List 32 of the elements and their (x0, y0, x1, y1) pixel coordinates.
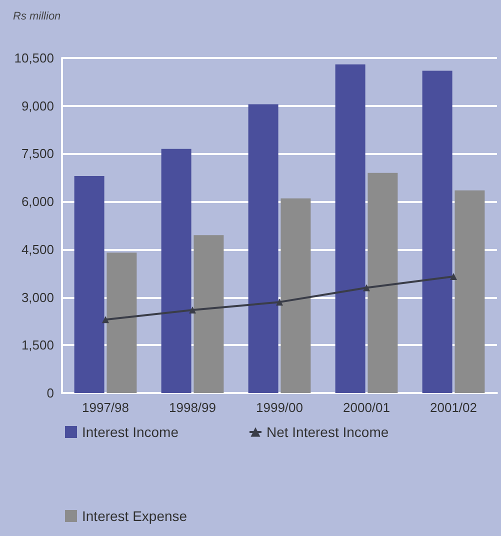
y-tick-label: 6,000 (21, 194, 54, 210)
bar (248, 104, 278, 393)
y-tick-label: 9,000 (21, 98, 54, 114)
point (276, 298, 283, 306)
point (363, 284, 370, 292)
x-tick-label: 2000/01 (343, 400, 390, 415)
bar (74, 176, 104, 393)
y-tick-label: 0 (46, 386, 54, 400)
y-axis-title: Rs million (13, 10, 61, 22)
y-tick-label: 7,500 (21, 146, 54, 162)
point (189, 306, 196, 314)
bar (280, 198, 311, 393)
y-tick-label: 3,000 (21, 290, 54, 305)
bar (368, 172, 398, 393)
bar (194, 235, 224, 393)
bar (454, 190, 485, 393)
point (102, 316, 109, 324)
bar (161, 148, 192, 393)
x-tick-label: 1998/99 (169, 400, 216, 415)
legend-label: Interest Expense (82, 508, 188, 524)
bar (106, 252, 137, 393)
x-tick-label: 2001/02 (430, 400, 477, 415)
legend-label: Net Interest Income (266, 424, 389, 440)
y-tick-label: 4,500 (21, 242, 54, 257)
bar (335, 64, 366, 393)
bar (422, 70, 452, 393)
y-tick-label: 1,500 (21, 338, 54, 353)
legend-label: Interest Income (82, 424, 179, 440)
point (450, 273, 457, 280)
x-tick-label: 1997/98 (82, 400, 129, 415)
x-tick-label: 1999/00 (256, 400, 303, 415)
y-tick-label: 10,500 (14, 50, 54, 66)
